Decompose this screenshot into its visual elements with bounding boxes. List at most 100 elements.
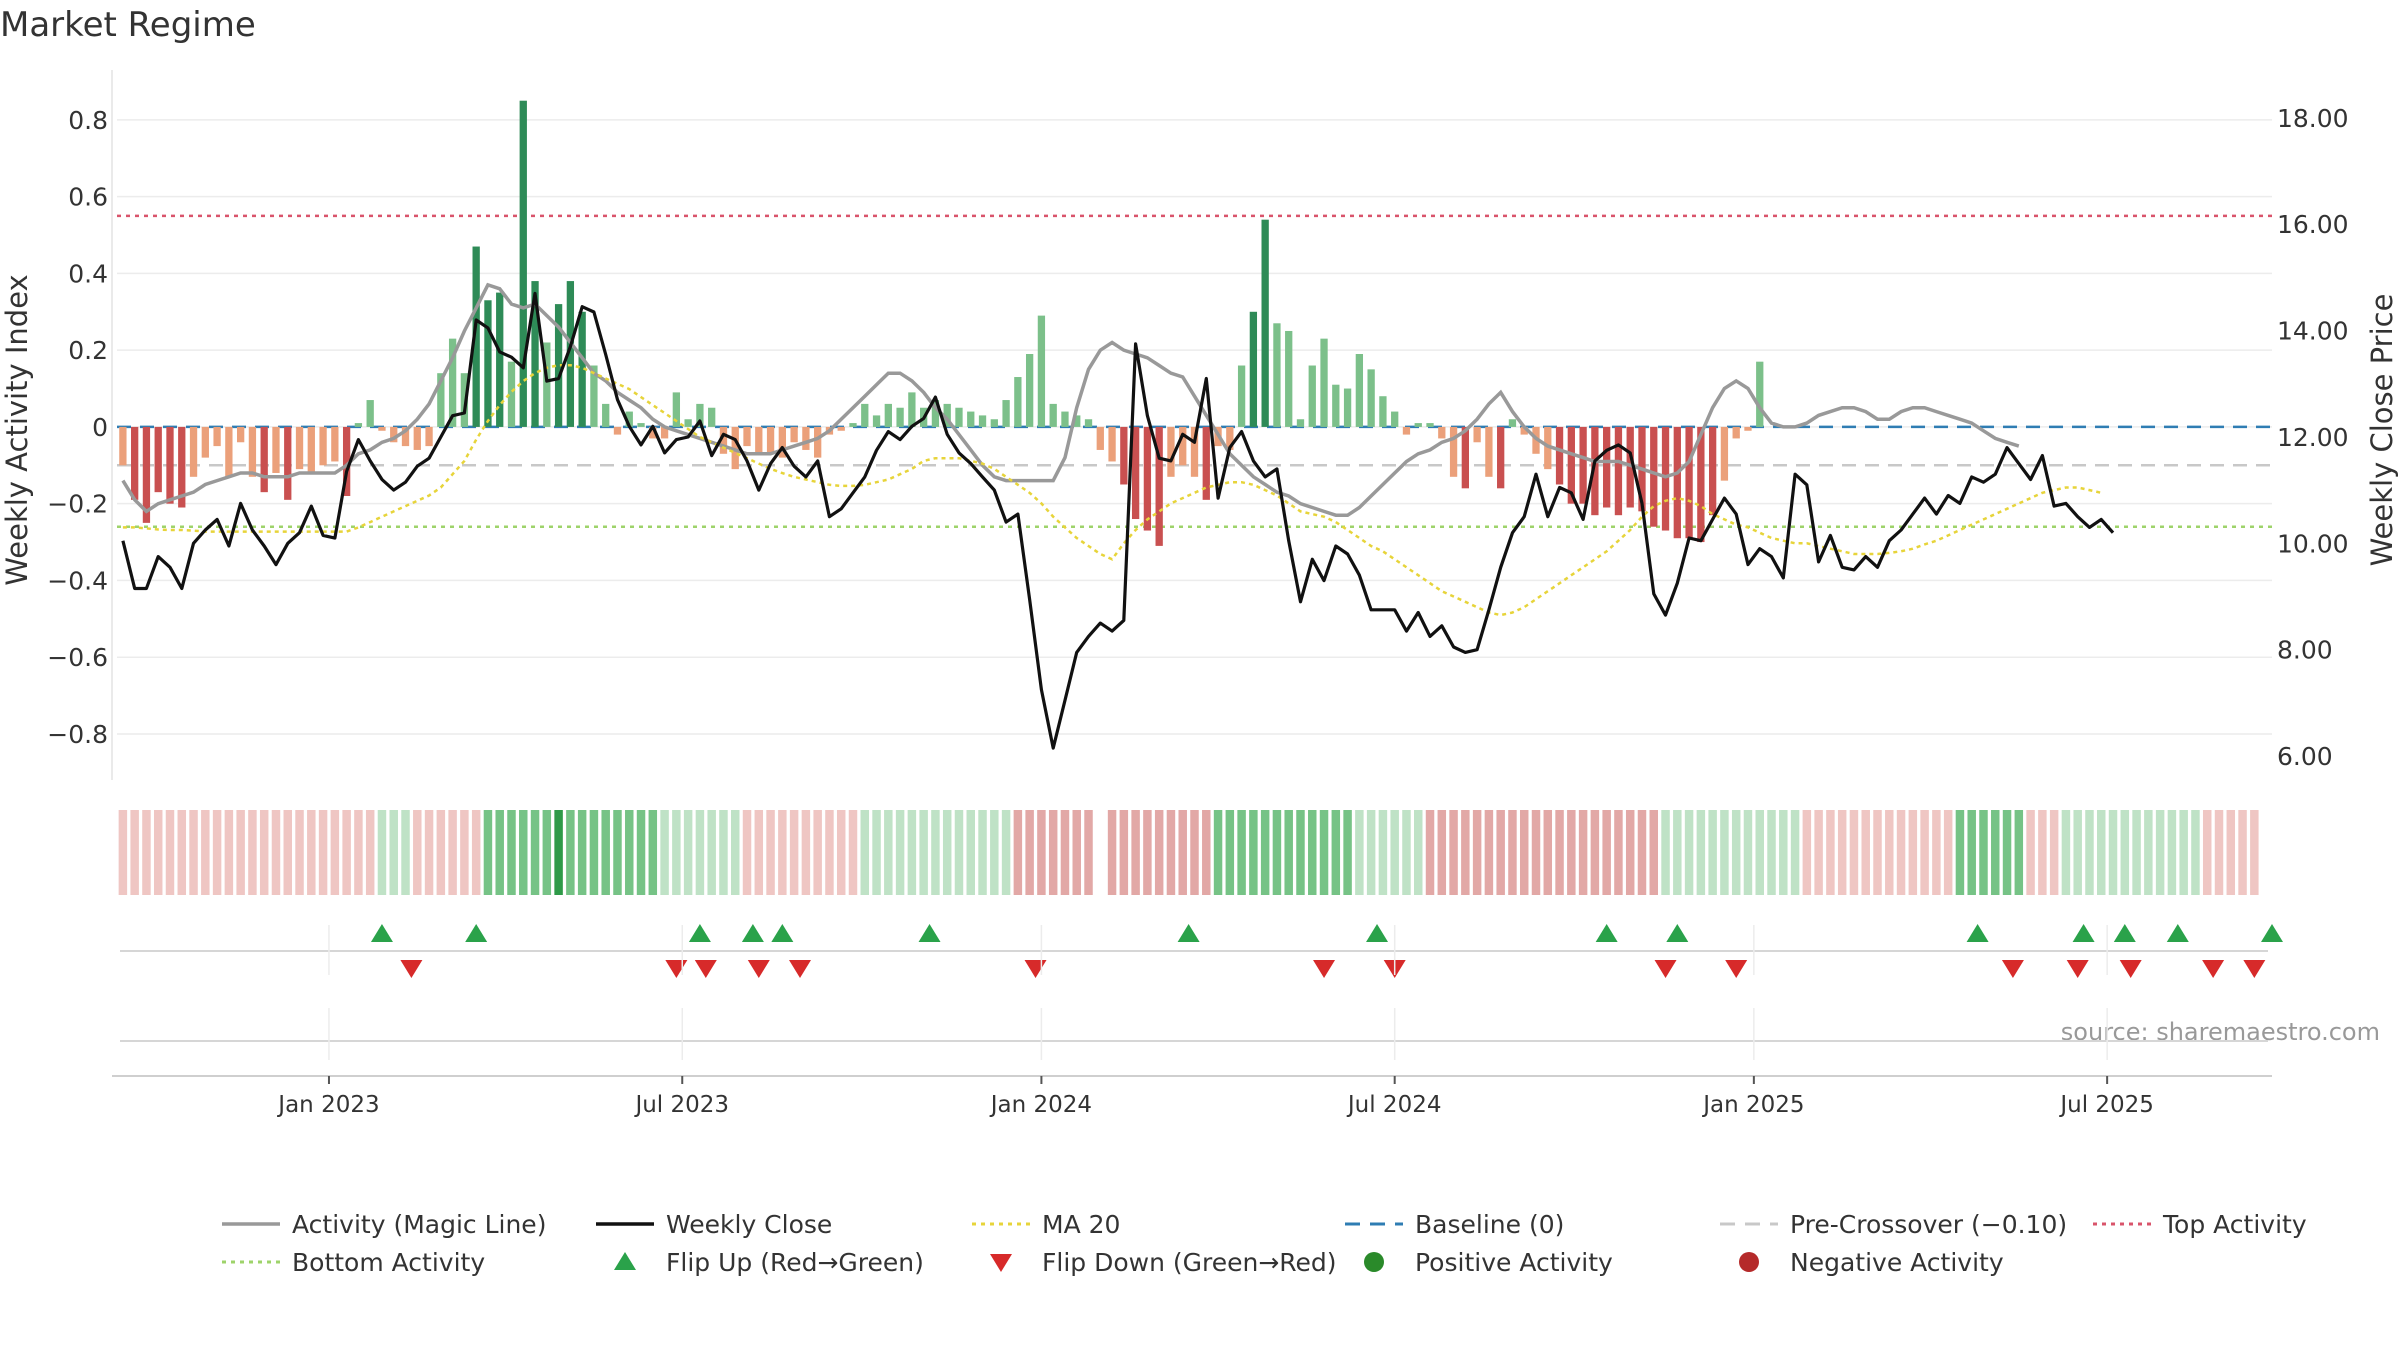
regime-cell <box>566 810 575 895</box>
legend-label: Pre-Crossover (−0.10) <box>1790 1210 2067 1239</box>
regime-cell <box>142 810 151 895</box>
regime-cell <box>1731 810 1741 895</box>
regime-cell <box>872 810 881 895</box>
regime-cell <box>1060 810 1070 895</box>
regime-cell <box>719 810 728 895</box>
regime-cell <box>1331 810 1341 895</box>
regime-cell <box>1673 810 1682 895</box>
regime-cell <box>1472 810 1482 895</box>
regime-cell <box>1920 810 1929 895</box>
regime-cell <box>448 810 457 895</box>
regime-cell <box>601 810 610 895</box>
regime-cell <box>672 810 681 895</box>
activity-bar <box>1626 426 1634 508</box>
activity-bar <box>1120 426 1128 485</box>
regime-cell <box>1355 810 1364 895</box>
regime-cell <box>153 810 163 895</box>
regime-cell <box>283 810 292 895</box>
activity-bar <box>1025 354 1034 427</box>
activity-bar <box>731 426 739 470</box>
activity-bar <box>1732 426 1740 439</box>
regime-cell <box>342 810 351 895</box>
activity-bar <box>248 426 257 477</box>
flip-down-marker <box>1024 960 1047 978</box>
activity-bar <box>861 403 869 427</box>
regime-cell <box>2155 810 2165 895</box>
activity-bar <box>566 281 575 427</box>
activity-bar <box>1296 419 1305 427</box>
regime-cell <box>2191 810 2200 895</box>
activity-bar <box>872 415 881 427</box>
activity-bar <box>1014 377 1022 427</box>
regime-cell <box>1885 810 1894 895</box>
activity-bar <box>425 426 433 447</box>
legend: Activity (Magic Line) Weekly Close MA 20 Ba… <box>222 1210 2307 1277</box>
legend-label: Flip Down (Green→Red) <box>1042 1248 1337 1277</box>
regime-cell <box>1979 810 1988 895</box>
activity-bar <box>1073 415 1081 427</box>
regime-cell <box>613 810 622 895</box>
activity-bar <box>131 426 139 500</box>
activity-bar <box>672 392 681 427</box>
regime-cell <box>954 810 964 895</box>
activity-bar <box>1002 400 1010 427</box>
activity-bar <box>755 426 763 454</box>
regime-cell <box>460 810 469 895</box>
activity-bar <box>1273 323 1281 427</box>
activity-bar <box>1391 411 1399 427</box>
activity-bar <box>342 426 351 496</box>
regime-cell <box>1308 810 1317 895</box>
regime-cell <box>1237 810 1246 895</box>
activity-bar <box>908 392 916 427</box>
regime-cell <box>1378 810 1388 895</box>
activity-bar <box>1744 426 1752 431</box>
activity-bar <box>1343 388 1352 427</box>
flip-down-marker <box>400 960 423 978</box>
activity-bar <box>543 342 551 427</box>
legend-item: Baseline (0) <box>1345 1210 1564 1239</box>
activity-bar <box>1685 426 1693 539</box>
flip-up-marker <box>1366 924 1389 942</box>
regime-cell <box>1625 810 1635 895</box>
activity-bar <box>437 373 445 427</box>
regime-cell <box>2085 810 2094 895</box>
regime-cell <box>848 810 858 895</box>
flip-up-marker <box>465 924 488 942</box>
legend-label: Flip Up (Red→Green) <box>666 1248 924 1277</box>
ma20-line <box>122 363 2102 617</box>
activity-bar <box>1756 361 1764 427</box>
regime-cell <box>730 810 740 895</box>
legend-label: Bottom Activity <box>292 1248 485 1277</box>
regime-cell <box>1555 810 1564 895</box>
regime-cell <box>1767 810 1776 895</box>
regime-cell <box>2108 810 2118 895</box>
activity-bar <box>213 426 221 447</box>
activity-bar <box>1237 365 1246 427</box>
left-tick-label: 0.8 <box>68 106 108 135</box>
activity-bar <box>1379 396 1387 427</box>
regime-cell <box>1967 810 1976 895</box>
left-tick-label: −0.2 <box>47 490 108 519</box>
regime-cell <box>1096 810 1105 895</box>
regime-cell <box>1802 810 1812 895</box>
regime-cell <box>2238 810 2247 895</box>
activity-bar <box>1661 426 1670 531</box>
regime-cell <box>377 810 387 895</box>
regime-cell <box>1896 810 1906 895</box>
right-tick-label: 12.00 <box>2277 423 2349 452</box>
activity-bar <box>1673 426 1681 539</box>
regime-cell <box>895 810 905 895</box>
regime-cell <box>577 810 587 895</box>
activity-bar <box>649 426 657 439</box>
activity-bar <box>814 426 822 458</box>
flip-up-marker <box>1966 924 1989 942</box>
activity-bar <box>1202 426 1210 500</box>
x-tick-label: Jul 2025 <box>2058 1092 2154 1118</box>
x-tick-label: Jan 2023 <box>276 1092 379 1118</box>
regime-cell <box>530 810 540 895</box>
flip-down-marker <box>694 960 717 978</box>
right-tick-label: 14.00 <box>2277 317 2349 346</box>
legend-item: Weekly Close <box>596 1210 832 1239</box>
regime-cell <box>495 810 504 895</box>
regime-cell <box>1213 810 1223 895</box>
